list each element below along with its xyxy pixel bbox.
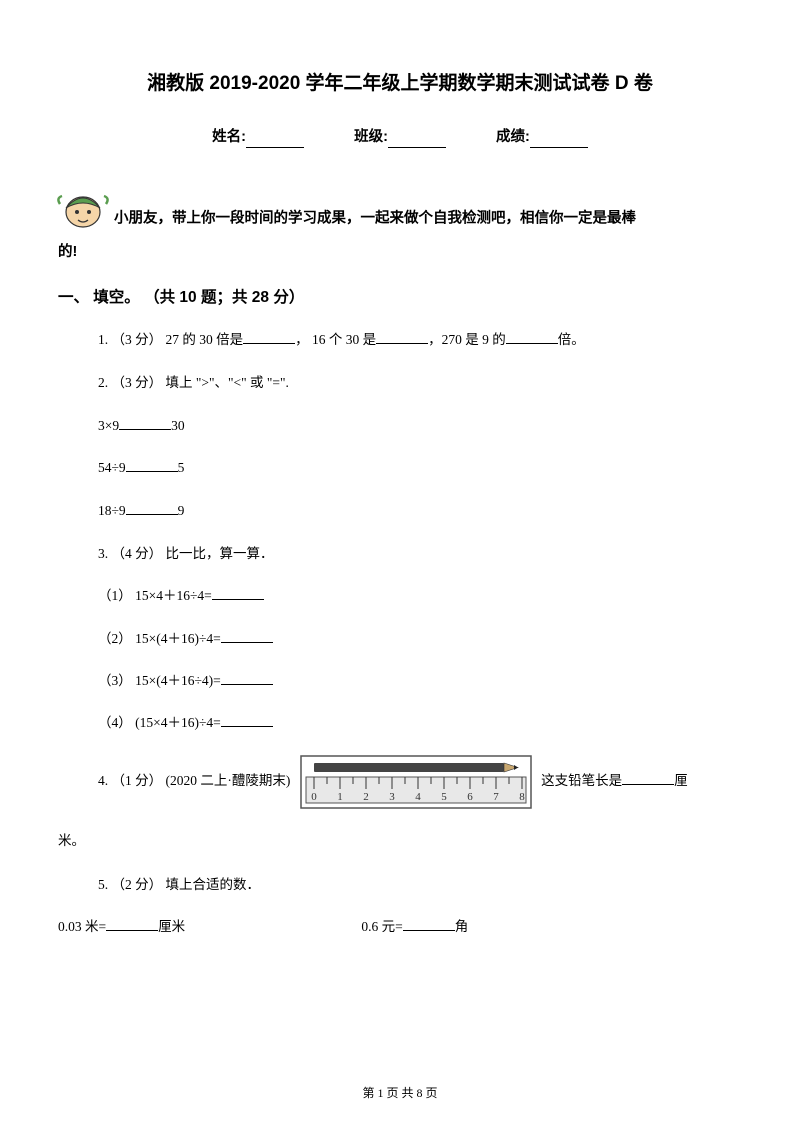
q5-1-blank[interactable] xyxy=(106,918,158,931)
q3-4-blank[interactable] xyxy=(221,714,273,727)
q2-2-blank[interactable] xyxy=(126,459,178,472)
score-blank[interactable] xyxy=(530,134,588,148)
q1-mid2: ，270 是 9 的 xyxy=(428,332,506,347)
name-label: 姓名: xyxy=(212,129,246,145)
q5-row: 0.03 米= 厘米 0.6 元= 角 xyxy=(58,917,742,937)
q3-1-blank[interactable] xyxy=(212,587,264,600)
q2-2-left: 54÷9 xyxy=(98,460,126,475)
section-1-header: 一、 填空。 （共 10 题；共 28 分） xyxy=(58,286,742,309)
q5-2-unit: 角 xyxy=(455,919,469,934)
question-4: 4. （1 分） (2020 二上·醴陵期末) xyxy=(98,755,742,809)
q2-2-right: 5 xyxy=(178,460,185,475)
intro-line1: 小朋友，带上你一段时间的学习成果，一起来做个自我检测吧，相信你一定是最棒 xyxy=(114,211,636,227)
q1-blank-2[interactable] xyxy=(376,331,428,344)
q1-suffix: 倍。 xyxy=(558,332,585,347)
q1-mid1: ， 16 个 30 是 xyxy=(295,332,376,347)
question-3-intro: 3. （4 分） 比一比，算一算． xyxy=(98,543,742,565)
exam-title: 湘教版 2019-2020 学年二年级上学期数学期末测试试卷 D 卷 xyxy=(58,70,742,99)
q4-prefix: 4. （1 分） (2020 二上·醴陵期末) xyxy=(98,773,290,788)
svg-text:0: 0 xyxy=(311,791,317,803)
q5-2-blank[interactable] xyxy=(403,918,455,931)
q5-1-unit: 厘米 xyxy=(158,919,185,934)
q4-suffix1: 这支铅笔长是 xyxy=(541,773,622,788)
q3-item-1: （1） 15×4＋16÷4= xyxy=(98,586,742,606)
q3-1-text: （1） 15×4＋16÷4= xyxy=(98,588,212,603)
q2-3-blank[interactable] xyxy=(126,502,178,515)
q3-item-2: （2） 15×(4＋16)÷4= xyxy=(98,629,742,649)
student-info-row: 姓名: 班级: 成绩: xyxy=(58,127,742,149)
svg-text:7: 7 xyxy=(493,791,499,803)
intro-text: 小朋友，带上你一段时间的学习成果，一起来做个自我检测吧，相信你一定是最棒 的! xyxy=(58,174,742,269)
q2-3-left: 18÷9 xyxy=(98,503,126,518)
svg-text:5: 5 xyxy=(441,791,447,803)
q3-3-text: （3） 15×(4＋16÷4)= xyxy=(98,673,221,688)
q2-1-left: 3×9 xyxy=(98,418,119,433)
q3-2-blank[interactable] xyxy=(221,630,273,643)
class-blank[interactable] xyxy=(388,134,446,148)
mascot-icon xyxy=(52,174,114,236)
question-1: 1. （3 分） 27 的 30 倍是 ， 16 个 30 是 ，270 是 9 的… xyxy=(98,329,742,351)
q1-prefix: 1. （3 分） 27 的 30 倍是 xyxy=(98,332,243,347)
q4-suffix2: 厘 xyxy=(674,773,688,788)
q5-1-left: 0.03 米= xyxy=(58,919,106,934)
q3-item-4: （4） (15×4＋16)÷4= xyxy=(98,713,742,733)
q3-4-text: （4） (15×4＋16)÷4= xyxy=(98,715,221,730)
svg-text:1: 1 xyxy=(337,791,343,803)
q2-3-right: 9 xyxy=(178,503,185,518)
svg-text:6: 6 xyxy=(467,791,473,803)
page-footer: 第 1 页 共 8 页 xyxy=(0,1084,800,1102)
q1-blank-1[interactable] xyxy=(243,331,295,344)
score-label: 成绩: xyxy=(496,129,530,145)
ruler-image: 0 1 2 3 4 5 6 7 8 xyxy=(300,755,532,809)
q2-1-right: 30 xyxy=(171,418,185,433)
q3-3-blank[interactable] xyxy=(221,672,273,685)
q5-2-left: 0.6 元= xyxy=(361,919,402,934)
q3-2-text: （2） 15×(4＋16)÷4= xyxy=(98,631,221,646)
intro-line2: 的! xyxy=(58,236,742,269)
q2-item-3: 18÷9 9 xyxy=(98,501,742,521)
svg-text:4: 4 xyxy=(415,791,421,803)
class-label: 班级: xyxy=(354,129,388,145)
question-2-intro: 2. （3 分） 填上 ">"、"<" 或 "=". xyxy=(98,372,742,394)
question-5-intro: 5. （2 分） 填上合适的数． xyxy=(98,874,742,896)
q2-item-1: 3×9 30 xyxy=(98,416,742,436)
svg-text:8: 8 xyxy=(519,791,525,803)
q1-blank-3[interactable] xyxy=(506,331,558,344)
svg-text:2: 2 xyxy=(363,791,369,803)
svg-text:3: 3 xyxy=(389,791,395,803)
q3-item-3: （3） 15×(4＋16÷4)= xyxy=(98,671,742,691)
q4-line2: 米。 xyxy=(58,831,742,851)
q4-blank[interactable] xyxy=(622,772,674,785)
q2-1-blank[interactable] xyxy=(119,417,171,430)
q2-item-2: 54÷9 5 xyxy=(98,458,742,478)
name-blank[interactable] xyxy=(246,134,304,148)
